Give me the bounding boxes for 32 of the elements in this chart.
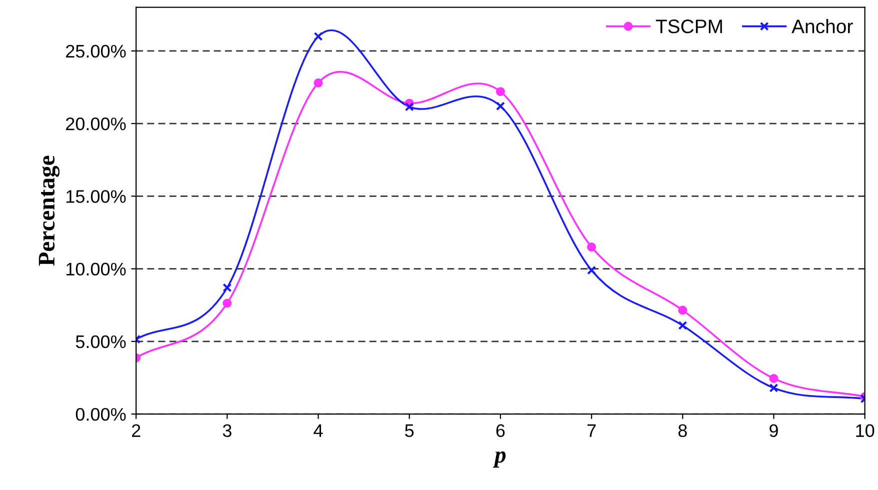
- y-tick-label: 5.00%: [76, 335, 126, 348]
- y-tick-label: 10.00%: [66, 262, 126, 276]
- y-tick-label: 0.00%: [76, 408, 126, 421]
- legend-label: Anchor: [792, 19, 853, 34]
- point: [678, 320, 688, 330]
- point: [769, 383, 778, 392]
- x-axis-title: p: [492, 451, 506, 468]
- point: [678, 306, 688, 315]
- point: [404, 102, 414, 112]
- point: [222, 298, 232, 308]
- point: [496, 102, 505, 111]
- point: [769, 374, 778, 383]
- x-tick-label: 3: [222, 424, 232, 438]
- x-tick-label: 2: [132, 424, 140, 437]
- point: [587, 266, 596, 275]
- point: [314, 78, 323, 88]
- y-tick-label: 20.00%: [66, 117, 126, 130]
- x-tick-label: 7: [587, 424, 596, 437]
- x-tick-label: 5: [405, 424, 414, 438]
- y-tick-label: 25.00%: [66, 44, 126, 58]
- point: [314, 32, 323, 41]
- point: [496, 87, 505, 96]
- y-axis-title: Percentage: [38, 156, 60, 266]
- legend-label: TSCPM: [656, 20, 722, 34]
- x-tick-label: 8: [678, 424, 687, 438]
- y-tick-label: 15.00%: [66, 190, 126, 203]
- point: [587, 242, 596, 252]
- x-tick-label: 10: [856, 424, 874, 438]
- x-tick-label: 9: [770, 424, 778, 438]
- point: [222, 283, 232, 292]
- x-tick-label: 4: [314, 424, 323, 437]
- x-tick-label: 6: [496, 424, 505, 438]
